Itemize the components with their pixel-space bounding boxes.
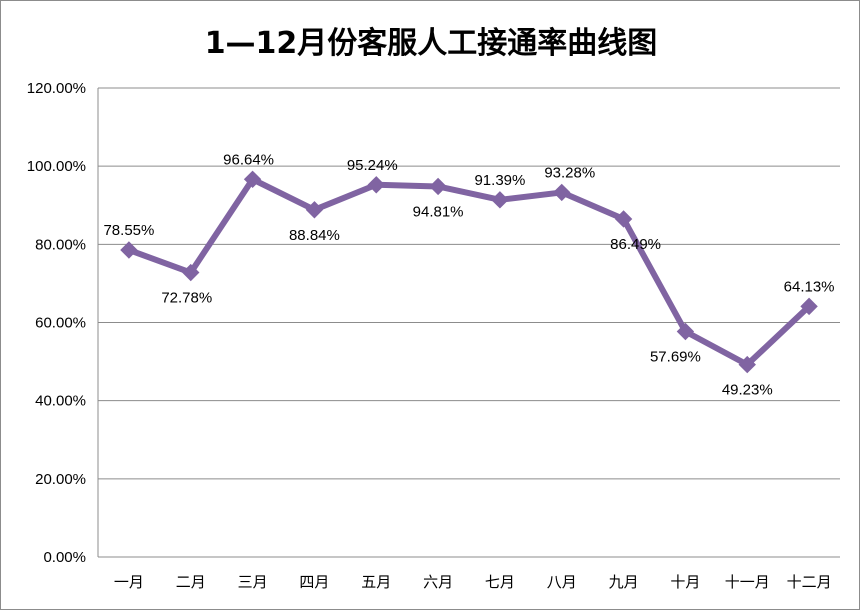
x-tick-label: 三月 [238, 573, 268, 591]
x-tick-label: 八月 [547, 573, 577, 591]
data-label: 88.84% [289, 227, 340, 244]
data-series [120, 170, 818, 374]
data-label: 78.55% [103, 222, 154, 239]
data-label: 86.49% [610, 236, 661, 253]
series-line [125, 176, 813, 368]
y-tick-label: 120.00% [27, 80, 86, 97]
data-point [120, 241, 138, 259]
data-point [367, 176, 385, 194]
data-label: 93.28% [544, 164, 595, 181]
data-label: 95.24% [347, 157, 398, 174]
data-label: 72.78% [161, 290, 212, 307]
data-label: 91.39% [474, 172, 525, 189]
data-point [243, 170, 262, 189]
data-point [614, 210, 633, 228]
data-point [182, 263, 200, 282]
x-tick-label: 一月 [114, 573, 144, 591]
y-tick-label: 100.00% [27, 158, 86, 175]
x-tick-label: 十二月 [787, 573, 832, 591]
y-tick-label: 40.00% [35, 393, 86, 410]
data-point [800, 297, 818, 316]
x-axis-ticks: 一月 二月 三月 四月 五月 六月 七月 八月 九月 十月 十一月 十二月 [114, 573, 832, 591]
data-point [553, 183, 571, 202]
chart-title: 1—12月份客服人工接通率曲线图 [204, 26, 658, 61]
x-tick-label: 十一月 [725, 573, 770, 591]
x-tick-label: 十月 [670, 573, 700, 591]
x-tick-label: 九月 [609, 573, 639, 591]
data-point [305, 201, 324, 219]
data-label: 49.23% [722, 382, 773, 399]
x-tick-label: 四月 [299, 573, 329, 591]
x-tick-label: 二月 [176, 573, 206, 591]
y-tick-label: 20.00% [35, 471, 86, 488]
data-label: 96.64% [223, 151, 274, 168]
x-tick-label: 六月 [423, 573, 453, 591]
y-axis-ticks: 0.00% 20.00% 40.00% 60.00% 80.00% 100.00% 120.… [27, 80, 86, 566]
x-tick-label: 五月 [361, 573, 391, 591]
y-tick-label: 0.00% [43, 549, 86, 566]
gridlines [97, 87, 840, 558]
x-tick-label: 七月 [485, 573, 515, 591]
data-labels: 78.55% 72.78% 96.64% 88.84% 95.24% 94.81% 91.3… [103, 151, 834, 398]
data-point [676, 322, 695, 341]
data-label: 64.13% [784, 278, 835, 295]
data-label: 57.69% [650, 349, 701, 366]
data-point [429, 177, 447, 196]
y-tick-label: 80.00% [35, 236, 86, 253]
data-label: 94.81% [413, 203, 464, 220]
data-point [738, 355, 756, 374]
data-point [491, 191, 509, 209]
y-tick-label: 60.00% [35, 315, 86, 332]
